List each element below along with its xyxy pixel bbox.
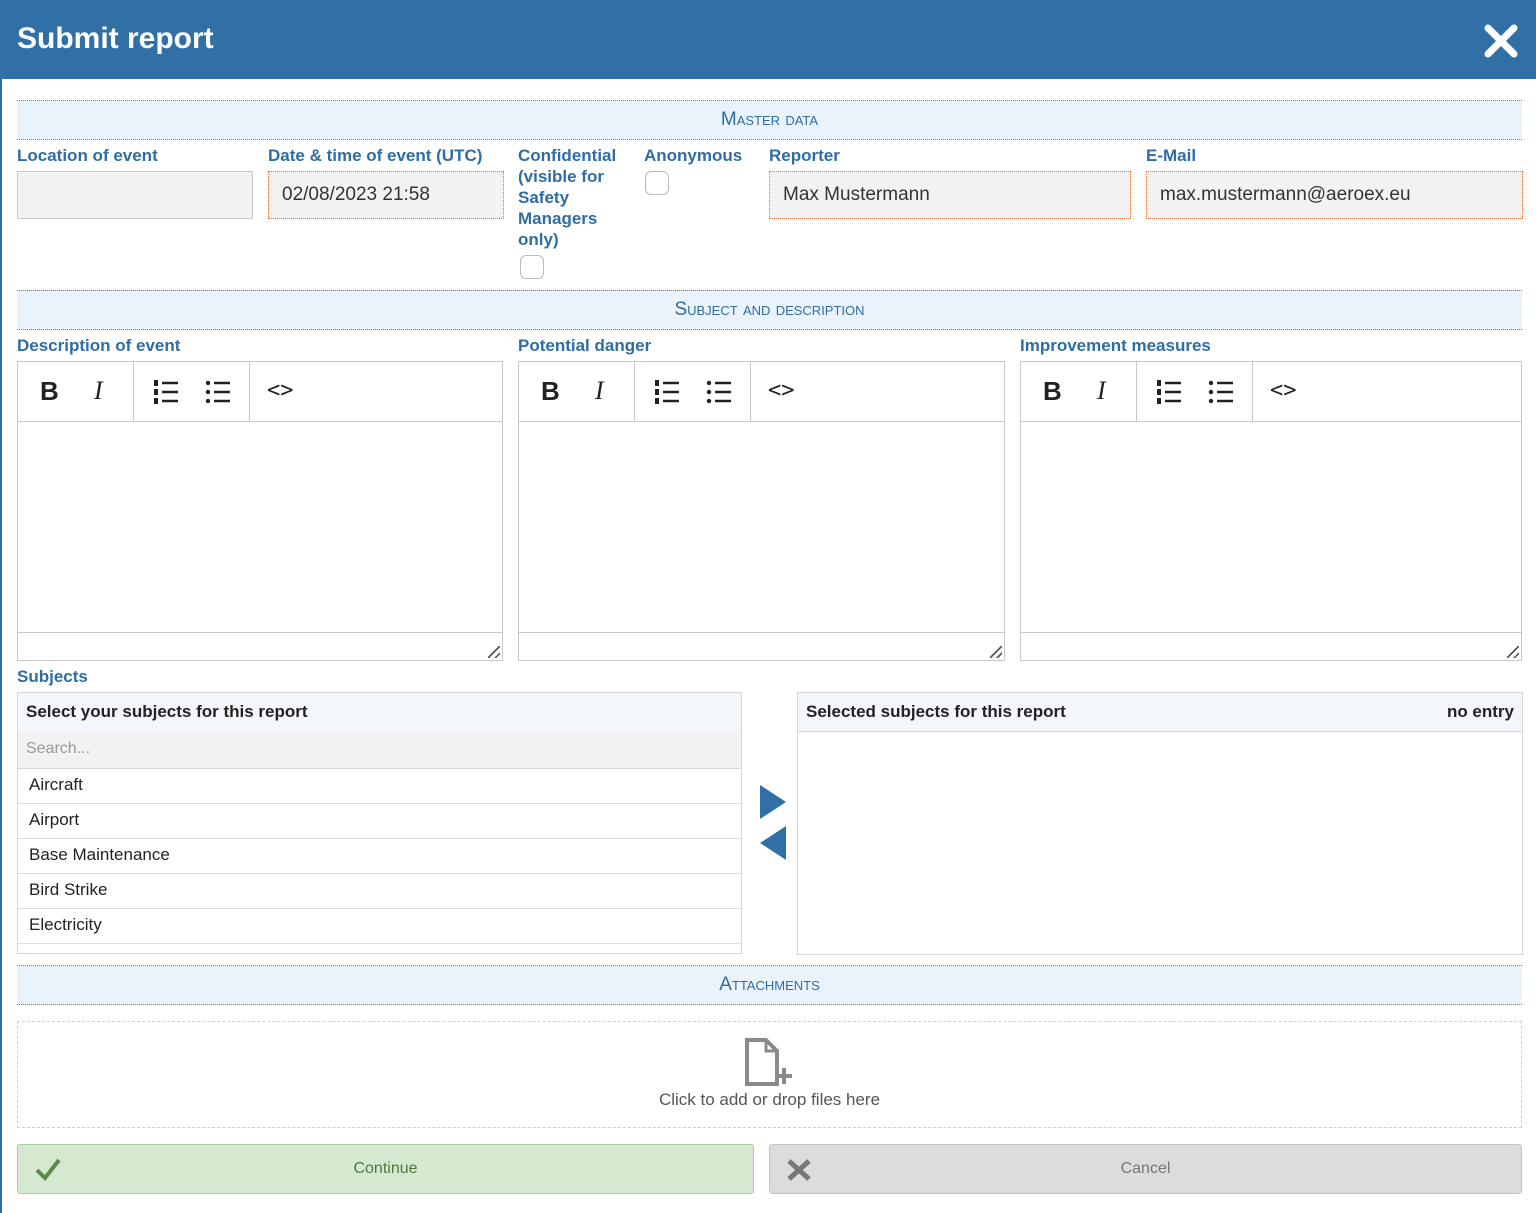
subject-item[interactable]: Base Maintenance bbox=[18, 838, 741, 874]
bold-button[interactable]: B bbox=[1043, 376, 1062, 406]
field-label: Confidential (visible for Safety Manager… bbox=[518, 146, 617, 249]
numbered-list-button[interactable] bbox=[152, 379, 180, 410]
resize-handle[interactable] bbox=[990, 646, 1002, 658]
numbered-list-button[interactable] bbox=[1155, 379, 1183, 410]
title-bar bbox=[0, 0, 1536, 79]
field-label: Description of event bbox=[17, 336, 181, 355]
check-icon bbox=[35, 1158, 61, 1181]
separator bbox=[750, 362, 751, 421]
field-label: E-Mail bbox=[1146, 146, 1197, 165]
numbered-list-button[interactable] bbox=[653, 379, 681, 410]
location-input[interactable] bbox=[17, 171, 253, 219]
toolbar: B I <> bbox=[18, 362, 502, 422]
italic-button[interactable]: I bbox=[94, 376, 103, 405]
separator bbox=[1252, 362, 1253, 421]
field-label: Anonymous bbox=[644, 146, 743, 165]
italic-button[interactable]: I bbox=[595, 376, 604, 405]
button-label: Cancel bbox=[1120, 1160, 1171, 1177]
separator bbox=[634, 362, 635, 421]
subject-item[interactable]: Airport bbox=[18, 803, 741, 839]
field-label: Improvement measures bbox=[1020, 336, 1211, 355]
separator bbox=[1136, 362, 1137, 421]
bullet-list-button[interactable] bbox=[204, 379, 232, 410]
subject-item[interactable]: Bird Strike bbox=[18, 873, 741, 909]
rich-text-editor[interactable]: B I <> bbox=[17, 361, 503, 661]
bold-button[interactable]: B bbox=[40, 376, 59, 406]
field-label: Reporter bbox=[769, 146, 840, 165]
field-label: Date & time of event (UTC) bbox=[268, 146, 483, 165]
section-header: Master data bbox=[17, 100, 1522, 140]
field-label: Potential danger bbox=[518, 336, 652, 355]
field-label: Subjects bbox=[17, 667, 88, 686]
bullet-list-button[interactable] bbox=[705, 379, 733, 410]
button-label: Continue bbox=[353, 1160, 418, 1177]
italic-button[interactable]: I bbox=[1097, 376, 1106, 405]
subject-item[interactable]: Electricity bbox=[18, 908, 741, 944]
rich-text-editor[interactable]: B I <> bbox=[1020, 361, 1522, 661]
code-button[interactable]: <> bbox=[1270, 378, 1297, 403]
reporter-input[interactable]: Max Mustermann bbox=[769, 171, 1131, 219]
panel-title: Selected subjects for this report bbox=[798, 693, 1522, 732]
selected-status: no entry bbox=[1446, 702, 1514, 721]
add-arrow[interactable] bbox=[760, 785, 786, 819]
anonymous-checkbox[interactable] bbox=[645, 171, 669, 195]
resize-handle[interactable] bbox=[1507, 646, 1519, 658]
code-button[interactable]: <> bbox=[768, 378, 795, 403]
section-header: Attachments bbox=[17, 965, 1522, 1005]
date-input[interactable]: 02/08/2023 21:58 bbox=[268, 171, 504, 219]
cross-icon bbox=[787, 1159, 811, 1181]
search-input[interactable]: Search... bbox=[18, 731, 741, 769]
toolbar: B I <> bbox=[1021, 362, 1521, 422]
panel-title: Select your subjects for this report bbox=[18, 693, 741, 732]
status-bar bbox=[519, 632, 1004, 660]
selected-subjects: Selected subjects for this report no ent… bbox=[797, 692, 1523, 955]
dialog-title: Submit report bbox=[17, 22, 214, 55]
code-button[interactable]: <> bbox=[267, 378, 294, 403]
resize-handle[interactable] bbox=[488, 646, 500, 658]
available-subjects: Select your subjects for this report Sea… bbox=[17, 692, 742, 954]
field-label: Location of event bbox=[17, 146, 158, 165]
dropzone[interactable]: Click to add or drop files here bbox=[17, 1021, 1522, 1128]
subject-item[interactable]: Aircraft bbox=[18, 768, 741, 804]
transfer-arrows bbox=[760, 785, 786, 860]
section-header: Subject and description bbox=[17, 290, 1522, 330]
email-input[interactable]: max.mustermann@aeroex.eu bbox=[1146, 171, 1523, 219]
confidential-checkbox[interactable] bbox=[520, 255, 544, 279]
rich-text-editor[interactable]: B I <> bbox=[518, 361, 1005, 661]
continue-button[interactable]: Continue bbox=[17, 1144, 754, 1194]
cancel-button[interactable]: Cancel bbox=[769, 1144, 1522, 1194]
bullet-list-button[interactable] bbox=[1207, 379, 1235, 410]
close-button[interactable] bbox=[1484, 24, 1518, 58]
bold-button[interactable]: B bbox=[541, 376, 560, 406]
status-bar bbox=[1021, 632, 1521, 660]
status-bar bbox=[18, 632, 502, 660]
file-add-icon bbox=[745, 1038, 792, 1086]
separator bbox=[249, 362, 250, 421]
toolbar: B I <> bbox=[519, 362, 1004, 422]
remove-arrow[interactable] bbox=[760, 826, 786, 860]
dropzone-text: Click to add or drop files here bbox=[658, 1090, 881, 1109]
separator bbox=[133, 362, 134, 421]
